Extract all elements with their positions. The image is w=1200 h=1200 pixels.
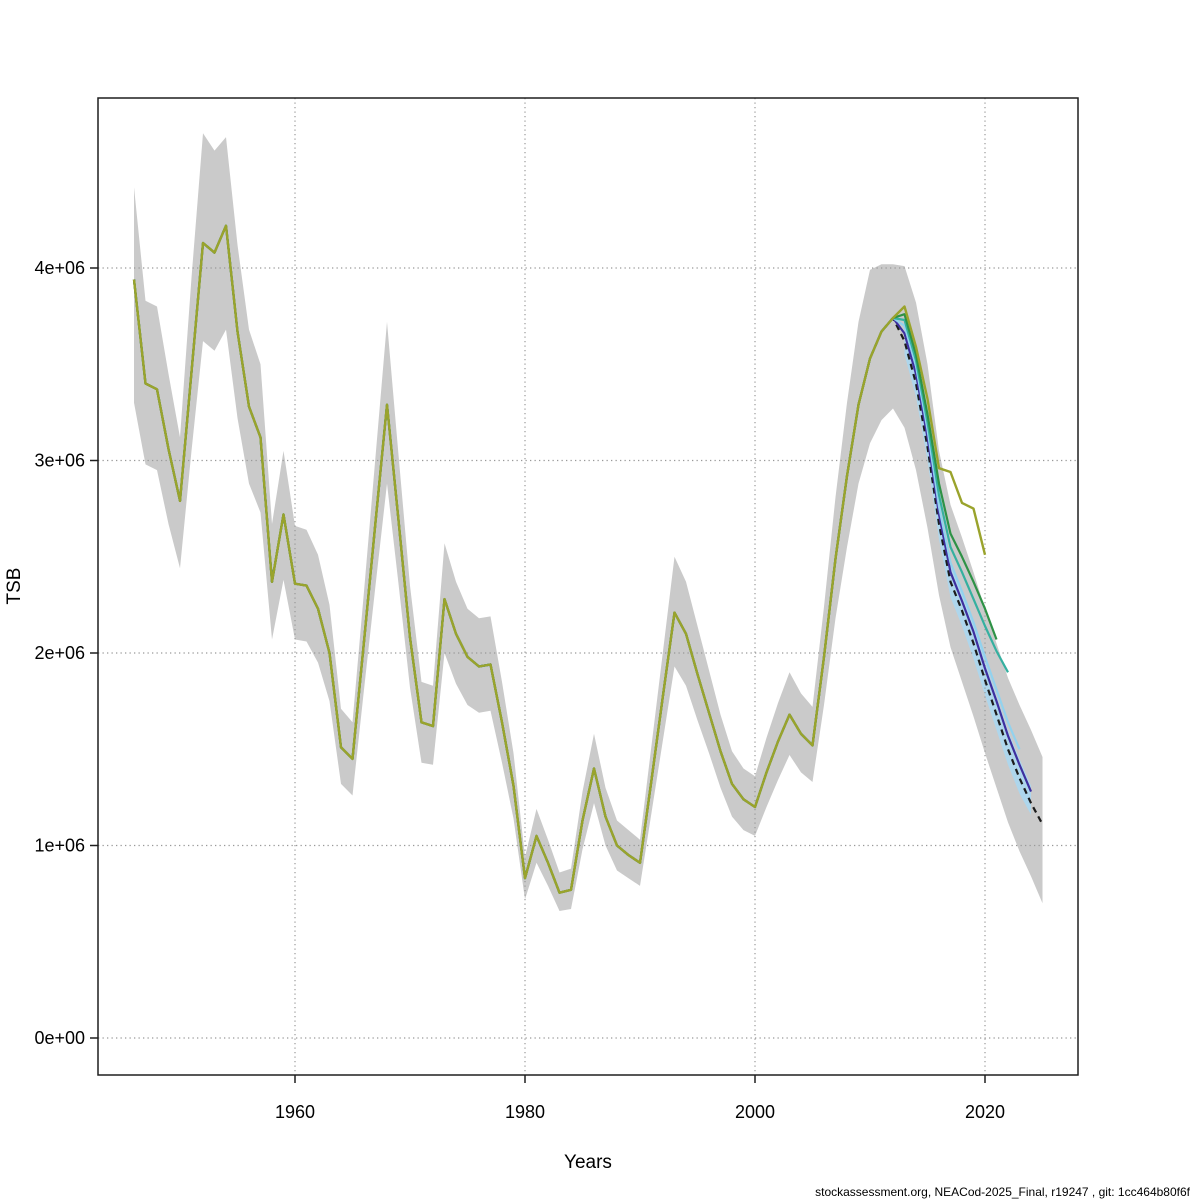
- axis-tick-labels: 0e+00 1e+06 2e+06 3e+06 4e+06 1960 1980 2000 202…: [34, 258, 1005, 1122]
- plot-border-box: [97, 97, 1079, 1076]
- axis-ticks: [90, 267, 986, 1083]
- y-axis-title: TSB: [4, 568, 25, 605]
- x-tick-label: 2000: [735, 1102, 775, 1122]
- gridlines: [98, 98, 1078, 1075]
- footer-attribution: stockassessment.org, NEACod-2025_Final, …: [815, 1185, 1191, 1199]
- y-tick-label: 0e+00: [34, 1028, 85, 1048]
- x-tick-label: 1980: [505, 1102, 545, 1122]
- x-tick-label: 1960: [275, 1102, 315, 1122]
- x-axis-title: Years: [564, 1152, 612, 1173]
- y-tick-label: 3e+06: [34, 451, 85, 471]
- data-series-lines: [132, 224, 1044, 894]
- x-tick-label: 2020: [965, 1102, 1005, 1122]
- retro-run-2020-line: [132, 224, 987, 894]
- y-tick-label: 4e+06: [34, 258, 85, 278]
- y-tick-label: 1e+06: [34, 836, 85, 856]
- y-tick-label: 2e+06: [34, 643, 85, 663]
